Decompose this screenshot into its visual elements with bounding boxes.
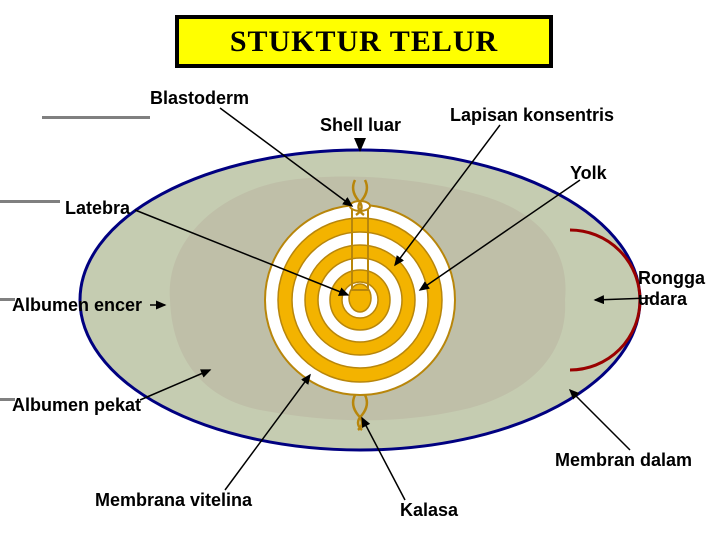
label-rongga-udara: Rongga udara: [638, 268, 708, 310]
label-yolk: Yolk: [570, 163, 607, 184]
label-membrana-vitelina: Membrana vitelina: [95, 490, 252, 511]
label-latebra: Latebra: [65, 198, 130, 219]
label-membran-dalam: Membran dalam: [555, 450, 692, 471]
label-albumen-encer: Albumen encer: [12, 295, 142, 316]
label-albumen-pekat: Albumen pekat: [12, 395, 141, 416]
label-blastoderm: Blastoderm: [150, 88, 249, 109]
label-kalasa: Kalasa: [400, 500, 458, 521]
label-shell-luar: Shell luar: [320, 115, 401, 136]
label-lapisan-konsentris: Lapisan konsentris: [450, 105, 614, 126]
